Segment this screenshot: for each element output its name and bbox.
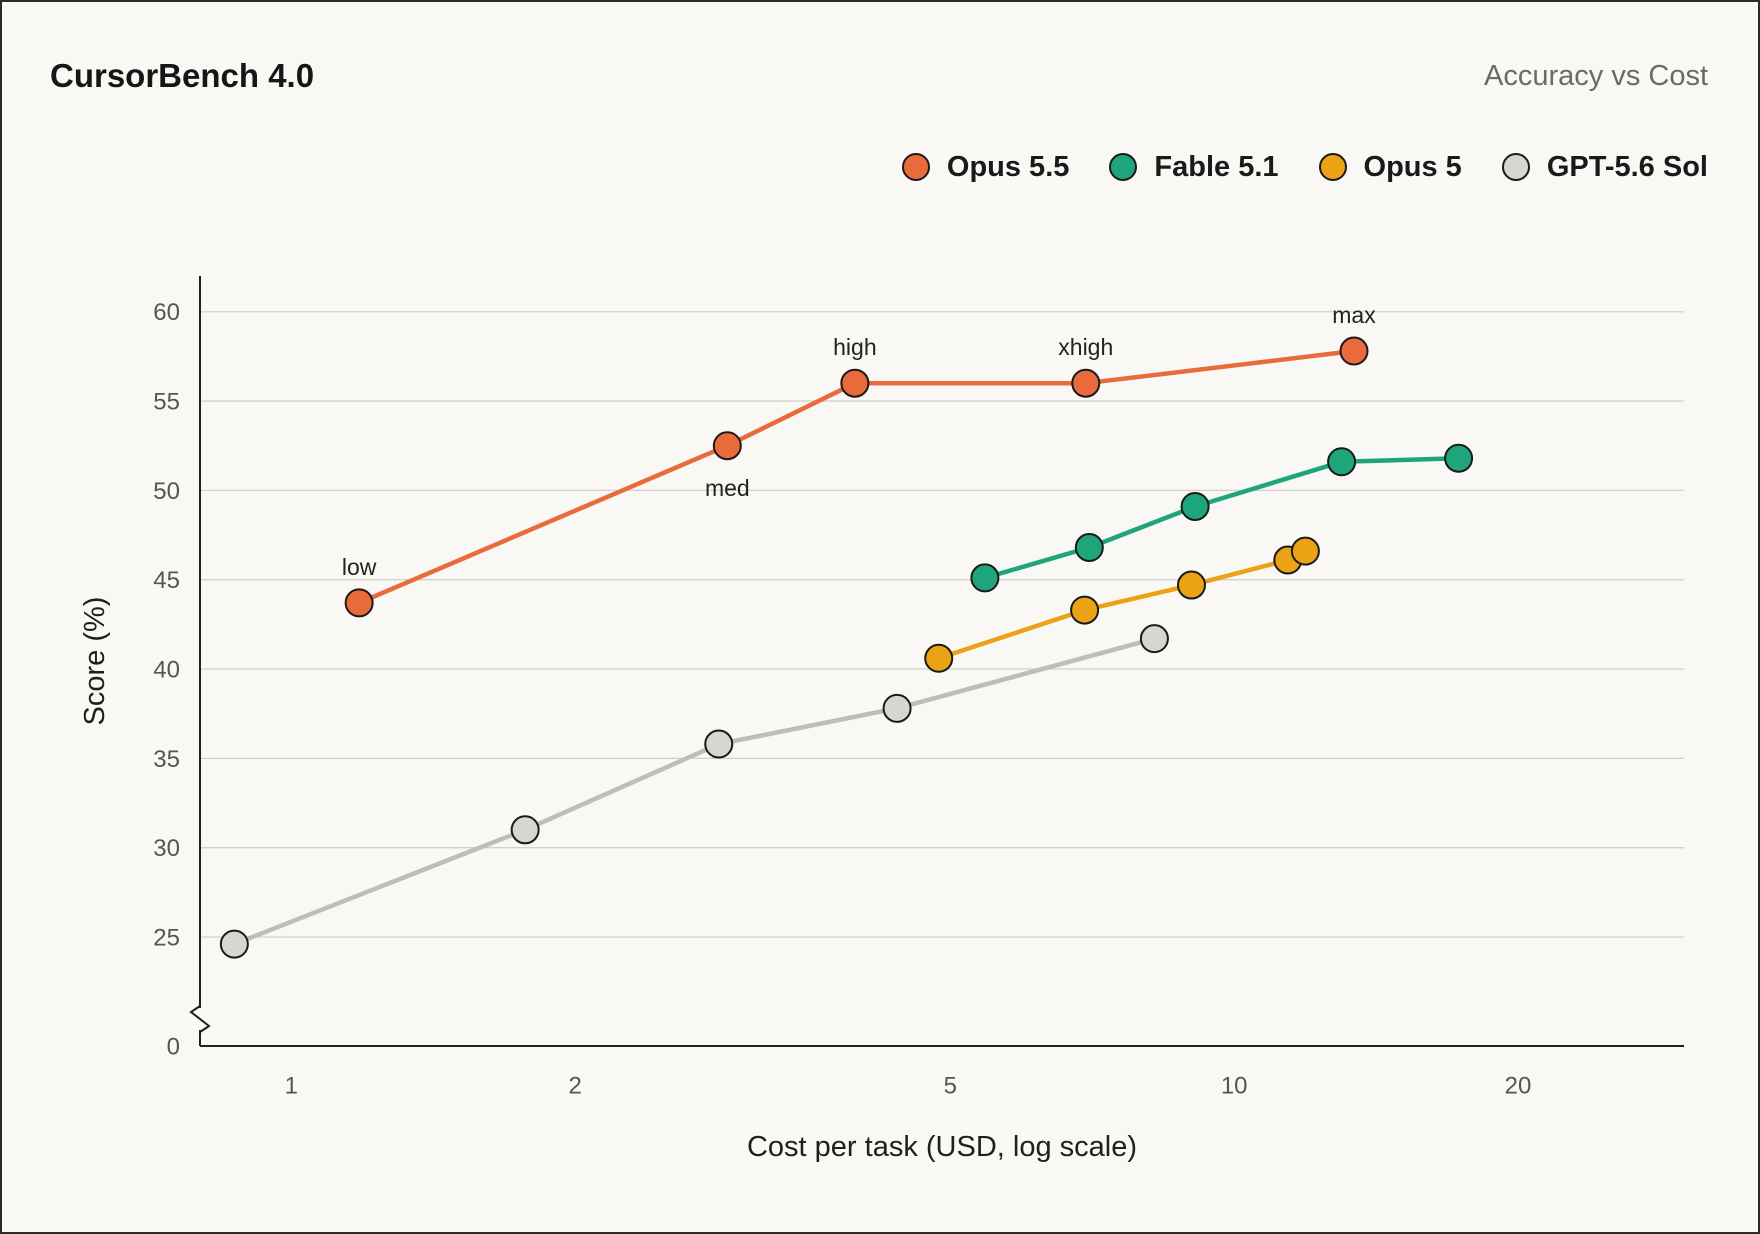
legend-item-fable-5-1: Fable 5.1	[1109, 149, 1279, 185]
legend-item-gpt-5-6-sol: GPT-5.6 Sol	[1501, 149, 1708, 185]
legend-item-opus-5-5: Opus 5.5	[901, 149, 1070, 185]
legend-label: Opus 5	[1363, 151, 1462, 183]
gpt-5-6-sol-point	[704, 729, 734, 759]
fable-5-1-point	[970, 563, 1000, 593]
x-tick-labels: 1 2 5 10 20	[285, 1072, 1532, 1099]
opus-5-5-point	[840, 368, 870, 398]
gpt-5-6-sol-line	[232, 636, 1157, 947]
gridlines	[200, 311, 1684, 938]
x-tick-label: 1	[285, 1072, 298, 1099]
x-tick-label: 20	[1505, 1072, 1532, 1099]
axis-break-marker	[189, 1005, 211, 1033]
gpt-5-6-sol-point	[1139, 624, 1169, 654]
legend-label: Opus 5.5	[946, 151, 1070, 183]
y-tick-label: 50	[153, 478, 180, 505]
opus-5-point	[1176, 570, 1206, 600]
gpt-5-6-sol-point	[510, 815, 540, 845]
y-tick-label: 60	[153, 299, 180, 326]
opus-5-5-point	[1071, 368, 1101, 398]
opus-5-5-point	[712, 431, 742, 461]
legend-item-opus-5: Opus 5	[1318, 149, 1462, 185]
x-tick-label: 10	[1221, 1072, 1248, 1099]
y-tick-label: 55	[153, 388, 180, 415]
opus-5-point	[1290, 536, 1320, 566]
series-lines	[232, 348, 1461, 947]
series-points: low med high xhigh max	[219, 302, 1474, 959]
y-tick-label: 0	[167, 1033, 180, 1060]
fable-5-1-point	[1444, 443, 1474, 473]
y-axis-label: Score (%)	[79, 597, 111, 726]
y-tick-label: 35	[153, 746, 180, 773]
fable-5-1-point	[1074, 533, 1104, 563]
legend-marker-fable-5-1	[1109, 153, 1138, 181]
legend-marker-gpt-5-6-sol	[1501, 153, 1530, 181]
legend-marker-opus-5-5	[901, 153, 930, 181]
gpt-5-6-sol-point	[882, 693, 912, 723]
opus-5-5-point	[1339, 336, 1369, 366]
x-tick-label: 5	[944, 1072, 957, 1099]
x-axis-label: Cost per task (USD, log scale)	[747, 1131, 1137, 1163]
opus-5-5-point-label: med	[705, 475, 750, 501]
y-tick-labels: 0 25 30 35 40 45 50 55 60	[153, 299, 180, 1060]
opus-5-5-point-label: xhigh	[1058, 334, 1113, 360]
legend-label: GPT-5.6 Sol	[1546, 151, 1708, 183]
opus-5-5-point-label: low	[342, 554, 377, 580]
opus-5-5-point-label: high	[833, 334, 876, 360]
fable-5-1-point	[1180, 491, 1210, 521]
legend-marker-opus-5	[1318, 153, 1347, 181]
axes	[189, 276, 1684, 1047]
y-tick-label: 30	[153, 835, 180, 862]
opus-5-point	[924, 643, 954, 673]
chart-title: CursorBench 4.0	[50, 57, 315, 94]
opus-5-5-point-label: max	[1332, 302, 1376, 328]
legend: Opus 5.5 Fable 5.1 Opus 5 GPT-5.6 Sol	[901, 149, 1708, 185]
chart-subtitle: Accuracy vs Cost	[1484, 60, 1708, 92]
gpt-5-6-sol-point	[219, 929, 249, 959]
opus-5-5-point	[344, 588, 374, 618]
legend-label: Fable 5.1	[1154, 151, 1279, 183]
fable-5-1-point	[1327, 447, 1357, 477]
y-tick-label: 25	[153, 924, 180, 951]
fable-5-1-line	[982, 455, 1461, 581]
y-tick-label: 45	[153, 567, 180, 594]
y-tick-label: 40	[153, 656, 180, 683]
x-tick-label: 2	[568, 1072, 581, 1099]
opus-5-point	[1070, 595, 1100, 625]
